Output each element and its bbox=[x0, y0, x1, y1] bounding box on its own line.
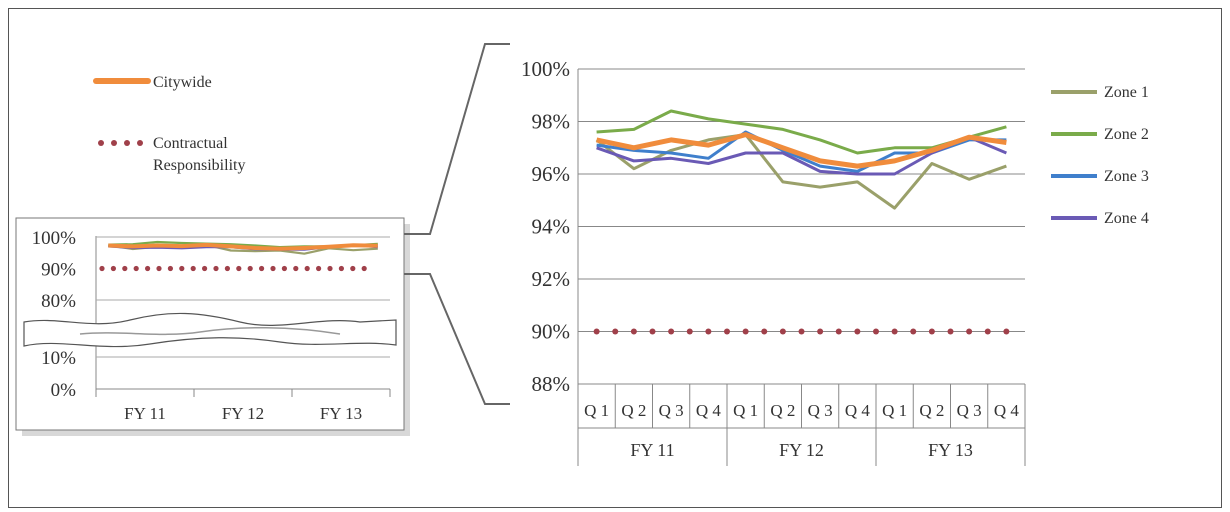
x-tick-label: Q 2 bbox=[621, 401, 646, 420]
point-contractual-responsibility bbox=[966, 328, 973, 335]
overview-point-contractual-responsibility bbox=[179, 265, 185, 272]
point-contractual-responsibility bbox=[835, 328, 842, 335]
axis-break-tear-inner bbox=[79, 327, 341, 336]
legend-label-zone-1: Zone 1 bbox=[1104, 84, 1149, 101]
legend-contractual-label-line1: Contractual bbox=[153, 135, 228, 152]
overview-y-tick-label: 100% bbox=[32, 228, 77, 249]
y-tick-label: 96% bbox=[532, 162, 571, 186]
x-group-label: FY 12 bbox=[779, 440, 824, 460]
x-tick-label: Q 4 bbox=[994, 401, 1020, 420]
x-tick-label: Q 4 bbox=[845, 401, 871, 420]
overview-point-contractual-responsibility bbox=[122, 265, 128, 272]
point-contractual-responsibility bbox=[761, 328, 768, 335]
point-contractual-responsibility bbox=[724, 328, 730, 335]
y-tick-label: 92% bbox=[532, 267, 571, 291]
overview-y-tick-label: 0% bbox=[51, 380, 77, 401]
point-contractual-responsibility bbox=[854, 328, 861, 335]
series-line-citywide bbox=[596, 132, 1007, 169]
overview-point-contractual-responsibility bbox=[350, 265, 356, 272]
overview-point-contractual-responsibility bbox=[224, 265, 230, 272]
overview-x-group-label: FY 12 bbox=[222, 404, 264, 423]
y-tick-label: 100% bbox=[521, 57, 570, 81]
point-contractual-responsibility bbox=[705, 328, 712, 335]
overview-point-contractual-responsibility bbox=[110, 265, 116, 272]
overview-point-contractual-responsibility bbox=[156, 265, 162, 272]
point-contractual-responsibility bbox=[891, 328, 898, 335]
point-contractual-responsibility bbox=[668, 328, 675, 335]
point-contractual-responsibility bbox=[686, 328, 693, 335]
point-contractual-responsibility bbox=[742, 328, 749, 335]
x-tick-label: Q 1 bbox=[882, 401, 907, 420]
overview-point-contractual-responsibility bbox=[259, 265, 265, 272]
point-contractual-responsibility bbox=[630, 328, 637, 335]
y-tick-label: 98% bbox=[532, 110, 571, 134]
right-legend: Zone 1 Zone 2 Zone 3 Zone 4 bbox=[1051, 84, 1149, 227]
x-group-label: FY 11 bbox=[630, 440, 674, 460]
y-tick-label: 88% bbox=[532, 372, 571, 396]
overview-y-tick-label: 90% bbox=[41, 260, 76, 281]
point-contractual-responsibility bbox=[798, 328, 805, 335]
overview-x-group-label: FY 13 bbox=[320, 404, 362, 423]
zoom-connector bbox=[404, 43, 510, 405]
y-tick-label: 94% bbox=[532, 215, 571, 239]
x-tick-label: Q 3 bbox=[957, 401, 982, 420]
overview-point-contractual-responsibility bbox=[304, 265, 310, 272]
overview-y-tick-label: 10% bbox=[41, 348, 76, 369]
overview-point-contractual-responsibility bbox=[316, 265, 322, 272]
x-tick-label: Q 3 bbox=[659, 401, 684, 420]
overview-point-contractual-responsibility bbox=[167, 265, 173, 272]
point-contractual-responsibility bbox=[947, 328, 954, 335]
overview-point-contractual-responsibility bbox=[213, 265, 219, 272]
overview-point-contractual-responsibility bbox=[236, 265, 242, 272]
point-contractual-responsibility bbox=[928, 328, 935, 335]
overview-point-contractual-responsibility bbox=[338, 265, 344, 272]
overview-point-contractual-responsibility bbox=[145, 265, 151, 272]
overview-y-tick-label: 80% bbox=[41, 291, 76, 312]
point-contractual-responsibility bbox=[817, 328, 824, 335]
overview-chart: 100% 90% 80% 10% 0% FY 11 FY 12 FY 13 bbox=[15, 217, 410, 436]
legend-label-zone-2: Zone 2 bbox=[1104, 126, 1149, 143]
x-group-label: FY 13 bbox=[928, 440, 973, 460]
x-tick-label: Q 1 bbox=[733, 401, 758, 420]
overview-marks: 100% 90% 80% 10% 0% FY 11 FY 12 FY 13 bbox=[32, 228, 391, 423]
detail-marks: 100% 98% 96% 94% 92% 90% 88% Q 1 Q 2 Q 3 Q 4 Q 1 Q 2… bbox=[521, 57, 1026, 466]
point-contractual-responsibility bbox=[1003, 328, 1010, 335]
overview-point-contractual-responsibility bbox=[361, 265, 367, 272]
overview-point-contractual-responsibility bbox=[281, 265, 287, 272]
x-tick-label: Q 2 bbox=[770, 401, 795, 420]
overview-point-contractual-responsibility bbox=[99, 265, 105, 272]
point-contractual-responsibility bbox=[984, 328, 991, 335]
y-tick-label: 90% bbox=[532, 320, 571, 344]
legend-contractual-label-line2: Responsibility bbox=[153, 157, 245, 174]
overview-point-contractual-responsibility bbox=[202, 265, 208, 272]
point-contractual-responsibility bbox=[612, 328, 619, 335]
overview-point-contractual-responsibility bbox=[293, 265, 299, 272]
point-contractual-responsibility bbox=[910, 328, 917, 335]
legend-contractual-swatch bbox=[98, 140, 143, 146]
x-tick-label: Q 4 bbox=[696, 401, 722, 420]
point-contractual-responsibility bbox=[593, 328, 600, 335]
x-tick-label: Q 3 bbox=[808, 401, 833, 420]
overview-point-contractual-responsibility bbox=[270, 265, 276, 272]
detail-chart: 100% 98% 96% 94% 92% 90% 88% Q 1 Q 2 Q 3 Q 4 Q 1 Q 2… bbox=[521, 57, 1026, 466]
legend-citywide-label: Citywide bbox=[153, 74, 212, 91]
overview-point-contractual-responsibility bbox=[133, 265, 139, 272]
overview-point-contractual-responsibility bbox=[247, 265, 253, 272]
x-tick-label: Q 1 bbox=[584, 401, 609, 420]
overview-point-contractual-responsibility bbox=[327, 265, 333, 272]
point-contractual-responsibility bbox=[649, 328, 656, 335]
legend-label-zone-4: Zone 4 bbox=[1104, 210, 1149, 227]
overview-series-line-citywide bbox=[108, 242, 378, 251]
x-tick-label: Q 2 bbox=[919, 401, 944, 420]
point-contractual-responsibility bbox=[779, 328, 786, 335]
point-contractual-responsibility bbox=[873, 328, 879, 335]
legend-label-zone-3: Zone 3 bbox=[1104, 168, 1149, 185]
overview-x-group-label: FY 11 bbox=[124, 404, 166, 423]
left-legend: Citywide Contractual Responsibility bbox=[93, 74, 245, 174]
overview-point-contractual-responsibility bbox=[190, 265, 196, 272]
